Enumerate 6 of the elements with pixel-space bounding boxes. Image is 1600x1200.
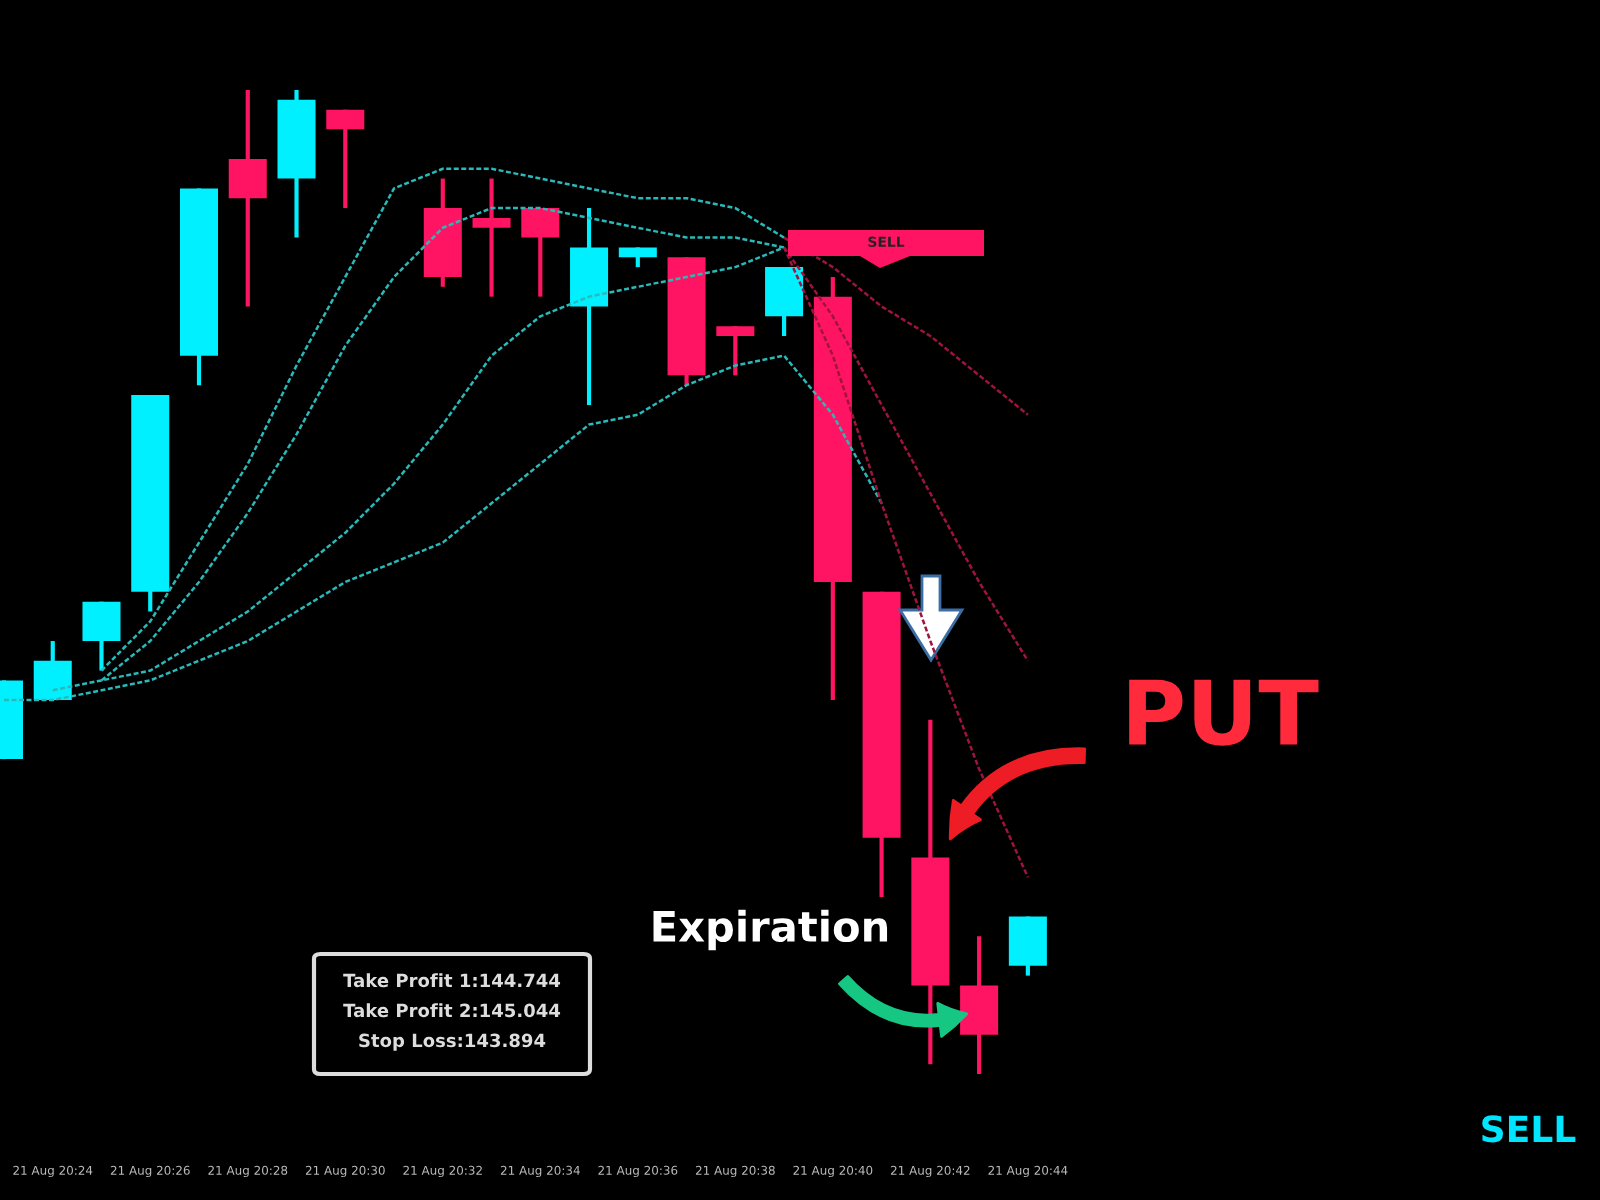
annotation: Take Profit 1:144.744 xyxy=(343,973,561,988)
annotation: Stop Loss:143.894 xyxy=(359,1033,546,1051)
text: SELL xyxy=(1482,1115,1576,1143)
annotation: Take Profit 2:145.044 xyxy=(343,1003,561,1018)
annotation: Expiration xyxy=(653,909,888,951)
text: PUT xyxy=(1129,679,1319,746)
